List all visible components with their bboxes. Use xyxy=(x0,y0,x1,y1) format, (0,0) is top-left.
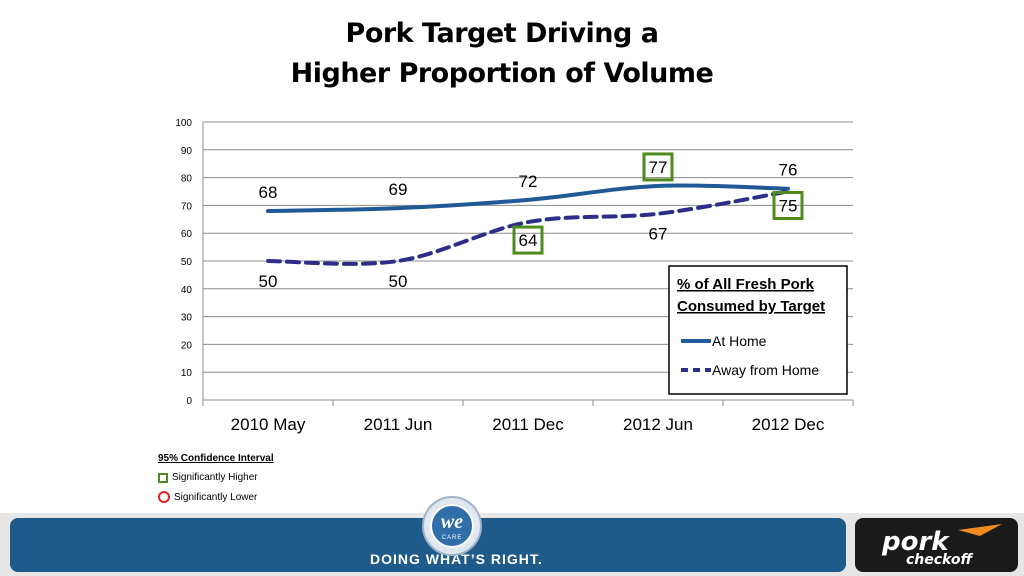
significantly-higher-box xyxy=(512,225,544,255)
footer-tagline: DOING WHAT’S RIGHT. xyxy=(370,551,543,567)
y-tick-label: 30 xyxy=(181,313,193,324)
significantly-higher-label: Significantly Higher xyxy=(172,472,258,483)
we-logo-subtext: CARE xyxy=(442,535,463,541)
significantly-higher-box xyxy=(642,152,674,182)
x-tick-label: 2012 Dec xyxy=(752,415,825,434)
y-tick-label: 40 xyxy=(181,285,193,296)
legend-away-label: Away from Home xyxy=(712,362,819,378)
y-tick-label: 20 xyxy=(181,340,193,351)
x-tick-label: 2012 Jun xyxy=(623,415,693,434)
x-tick-label: 2011 Dec xyxy=(492,415,564,434)
y-tick-label: 0 xyxy=(186,396,192,407)
x-tick-label: 2010 May xyxy=(231,415,306,434)
away-data-label: 67 xyxy=(649,225,668,244)
at-home-series-line xyxy=(266,183,790,213)
at-home-data-label: 68 xyxy=(259,183,278,202)
we-logo-text: we xyxy=(441,511,463,533)
red-circle-icon xyxy=(158,491,170,503)
checkoff-logo-text: checkoff xyxy=(906,552,973,568)
legend-significantly-lower: Significantly Lower xyxy=(158,491,257,503)
line-chart: 0 10 20 30 40 50 60 70 80 90 100 2010 May 2011 Jun 20… xyxy=(175,118,854,434)
away-data-label: 64 xyxy=(519,231,538,250)
at-home-data-label: 72 xyxy=(519,172,538,191)
away-data-label: 75 xyxy=(779,197,798,216)
at-home-data-label: 76 xyxy=(779,161,798,180)
legend-title-line-2: Consumed by Target xyxy=(677,298,825,315)
slide-title-line-2: Higher Proportion of Volume xyxy=(290,58,714,89)
y-tick-label: 100 xyxy=(175,118,192,129)
pork-logo-text: pork xyxy=(881,527,950,557)
pork-checkoff-logo: pork checkoff xyxy=(881,524,1002,568)
away-from-home-series-line xyxy=(266,189,790,266)
x-tick-label: 2011 Jun xyxy=(364,415,433,434)
legend-at-home-label: At Home xyxy=(712,333,767,349)
away-data-label: 50 xyxy=(259,272,278,291)
confidence-interval-title: 95% Confidence Interval xyxy=(158,453,274,464)
significantly-higher-box xyxy=(772,191,804,220)
legend-box xyxy=(668,265,848,395)
y-tick-label: 70 xyxy=(181,201,193,212)
y-tick-label: 50 xyxy=(181,257,193,268)
away-data-label: 50 xyxy=(389,272,408,291)
significantly-lower-label: Significantly Lower xyxy=(174,491,258,503)
slide-title-line-1: Pork Target Driving a xyxy=(345,18,659,49)
y-tick-label: 10 xyxy=(181,368,193,379)
at-home-data-label: 69 xyxy=(389,180,408,199)
legend-significantly-higher: Significantly Higher xyxy=(158,472,258,483)
legend-title-line-1: % of All Fresh Pork xyxy=(677,276,815,293)
at-home-data-label: 77 xyxy=(649,158,668,177)
green-square-icon xyxy=(158,472,168,483)
we-care-logo: we CARE xyxy=(422,496,482,556)
y-tick-label: 80 xyxy=(181,174,193,185)
y-tick-label: 60 xyxy=(181,229,193,240)
y-tick-label: 90 xyxy=(181,146,193,157)
